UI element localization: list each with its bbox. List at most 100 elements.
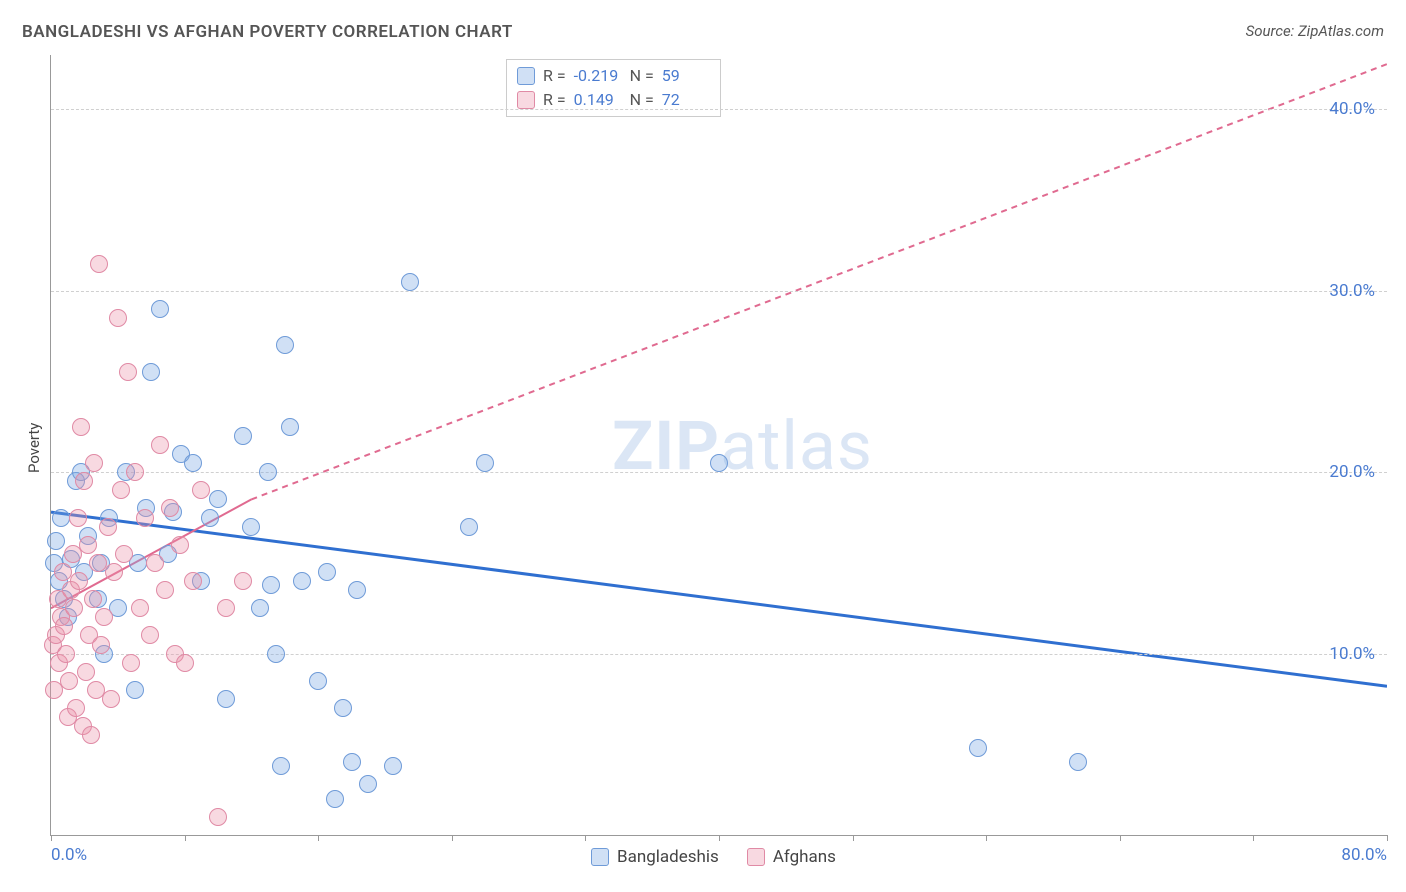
x-tick	[1120, 835, 1121, 841]
scatter-point	[67, 699, 85, 717]
stat-r-label: R =	[543, 88, 566, 112]
y-tick-label: 10.0%	[1329, 644, 1375, 664]
scatter-point	[184, 454, 202, 472]
scatter-point	[57, 645, 75, 663]
y-tick-label: 40.0%	[1329, 99, 1375, 119]
legend-item: Bangladeshis	[591, 847, 719, 867]
scatter-point	[1069, 753, 1087, 771]
scatter-point	[47, 532, 65, 550]
scatter-point	[217, 690, 235, 708]
scatter-point	[192, 481, 210, 499]
scatter-point	[234, 427, 252, 445]
trend-lines	[51, 55, 1387, 835]
scatter-point	[184, 572, 202, 590]
scatter-point	[70, 572, 88, 590]
scatter-point	[267, 645, 285, 663]
scatter-point	[79, 536, 97, 554]
scatter-point	[348, 581, 366, 599]
legend-item: Afghans	[747, 847, 836, 867]
scatter-point	[84, 590, 102, 608]
stats-legend-box: R =-0.219N =59R =0.149N =72	[506, 59, 721, 117]
scatter-point	[55, 617, 73, 635]
scatter-point	[201, 509, 219, 527]
gridline	[51, 654, 1387, 655]
x-tick	[51, 835, 52, 841]
scatter-point	[142, 363, 160, 381]
legend-swatch	[517, 91, 535, 109]
scatter-point	[77, 663, 95, 681]
scatter-point	[75, 472, 93, 490]
scatter-point	[105, 563, 123, 581]
y-tick-label: 20.0%	[1329, 462, 1375, 482]
legend-label: Bangladeshis	[617, 847, 719, 867]
scatter-point	[52, 509, 70, 527]
scatter-point	[102, 690, 120, 708]
gridline	[51, 291, 1387, 292]
scatter-point	[85, 454, 103, 472]
scatter-point	[710, 454, 728, 472]
stat-n-value: 72	[662, 88, 710, 112]
scatter-point	[262, 576, 280, 594]
scatter-point	[109, 309, 127, 327]
stats-row: R =0.149N =72	[517, 88, 710, 112]
legend-label: Afghans	[773, 847, 836, 867]
scatter-point	[217, 599, 235, 617]
scatter-point	[89, 554, 107, 572]
scatter-point	[326, 790, 344, 808]
scatter-point	[281, 418, 299, 436]
scatter-point	[92, 636, 110, 654]
scatter-point	[209, 808, 227, 826]
scatter-point	[126, 681, 144, 699]
gridline	[51, 109, 1387, 110]
scatter-point	[460, 518, 478, 536]
x-tick	[452, 835, 453, 841]
scatter-point	[99, 518, 117, 536]
legend-swatch	[591, 848, 609, 866]
scatter-point	[272, 757, 290, 775]
scatter-point	[401, 273, 419, 291]
x-tick-label: 80.0%	[1341, 845, 1387, 865]
scatter-point	[72, 418, 90, 436]
gridline	[51, 472, 1387, 473]
scatter-point	[146, 554, 164, 572]
x-tick	[585, 835, 586, 841]
scatter-point	[359, 775, 377, 793]
x-tick	[1387, 835, 1388, 841]
scatter-point	[259, 463, 277, 481]
scatter-point	[343, 753, 361, 771]
y-tick-label: 30.0%	[1329, 281, 1375, 301]
source-label: Source: ZipAtlas.com	[1246, 22, 1384, 40]
scatter-point	[65, 599, 83, 617]
scatter-point	[141, 626, 159, 644]
stat-r-value: 0.149	[574, 88, 622, 112]
scatter-point	[54, 563, 72, 581]
scatter-point	[251, 599, 269, 617]
x-tick-label: 0.0%	[51, 845, 87, 865]
legend-swatch	[747, 848, 765, 866]
x-tick	[986, 835, 987, 841]
scatter-point	[122, 654, 140, 672]
scatter-point	[171, 536, 189, 554]
scatter-point	[126, 463, 144, 481]
scatter-point	[90, 255, 108, 273]
scatter-point	[276, 336, 294, 354]
x-tick	[185, 835, 186, 841]
stat-n-label: N =	[630, 64, 654, 88]
plot-area: ZIPatlas R =-0.219N =59R =0.149N =72 Ban…	[50, 55, 1387, 836]
x-tick	[318, 835, 319, 841]
stats-row: R =-0.219N =59	[517, 64, 710, 88]
scatter-point	[161, 499, 179, 517]
stat-n-value: 59	[662, 64, 710, 88]
y-axis-label: Poverty	[25, 423, 43, 473]
scatter-point	[60, 672, 78, 690]
scatter-point	[384, 757, 402, 775]
scatter-point	[151, 300, 169, 318]
scatter-point	[151, 436, 169, 454]
scatter-point	[82, 726, 100, 744]
stat-r-value: -0.219	[574, 64, 622, 88]
watermark-zip: ZIP	[612, 406, 720, 486]
scatter-point	[176, 654, 194, 672]
scatter-point	[131, 599, 149, 617]
scatter-point	[69, 509, 87, 527]
scatter-point	[115, 545, 133, 563]
